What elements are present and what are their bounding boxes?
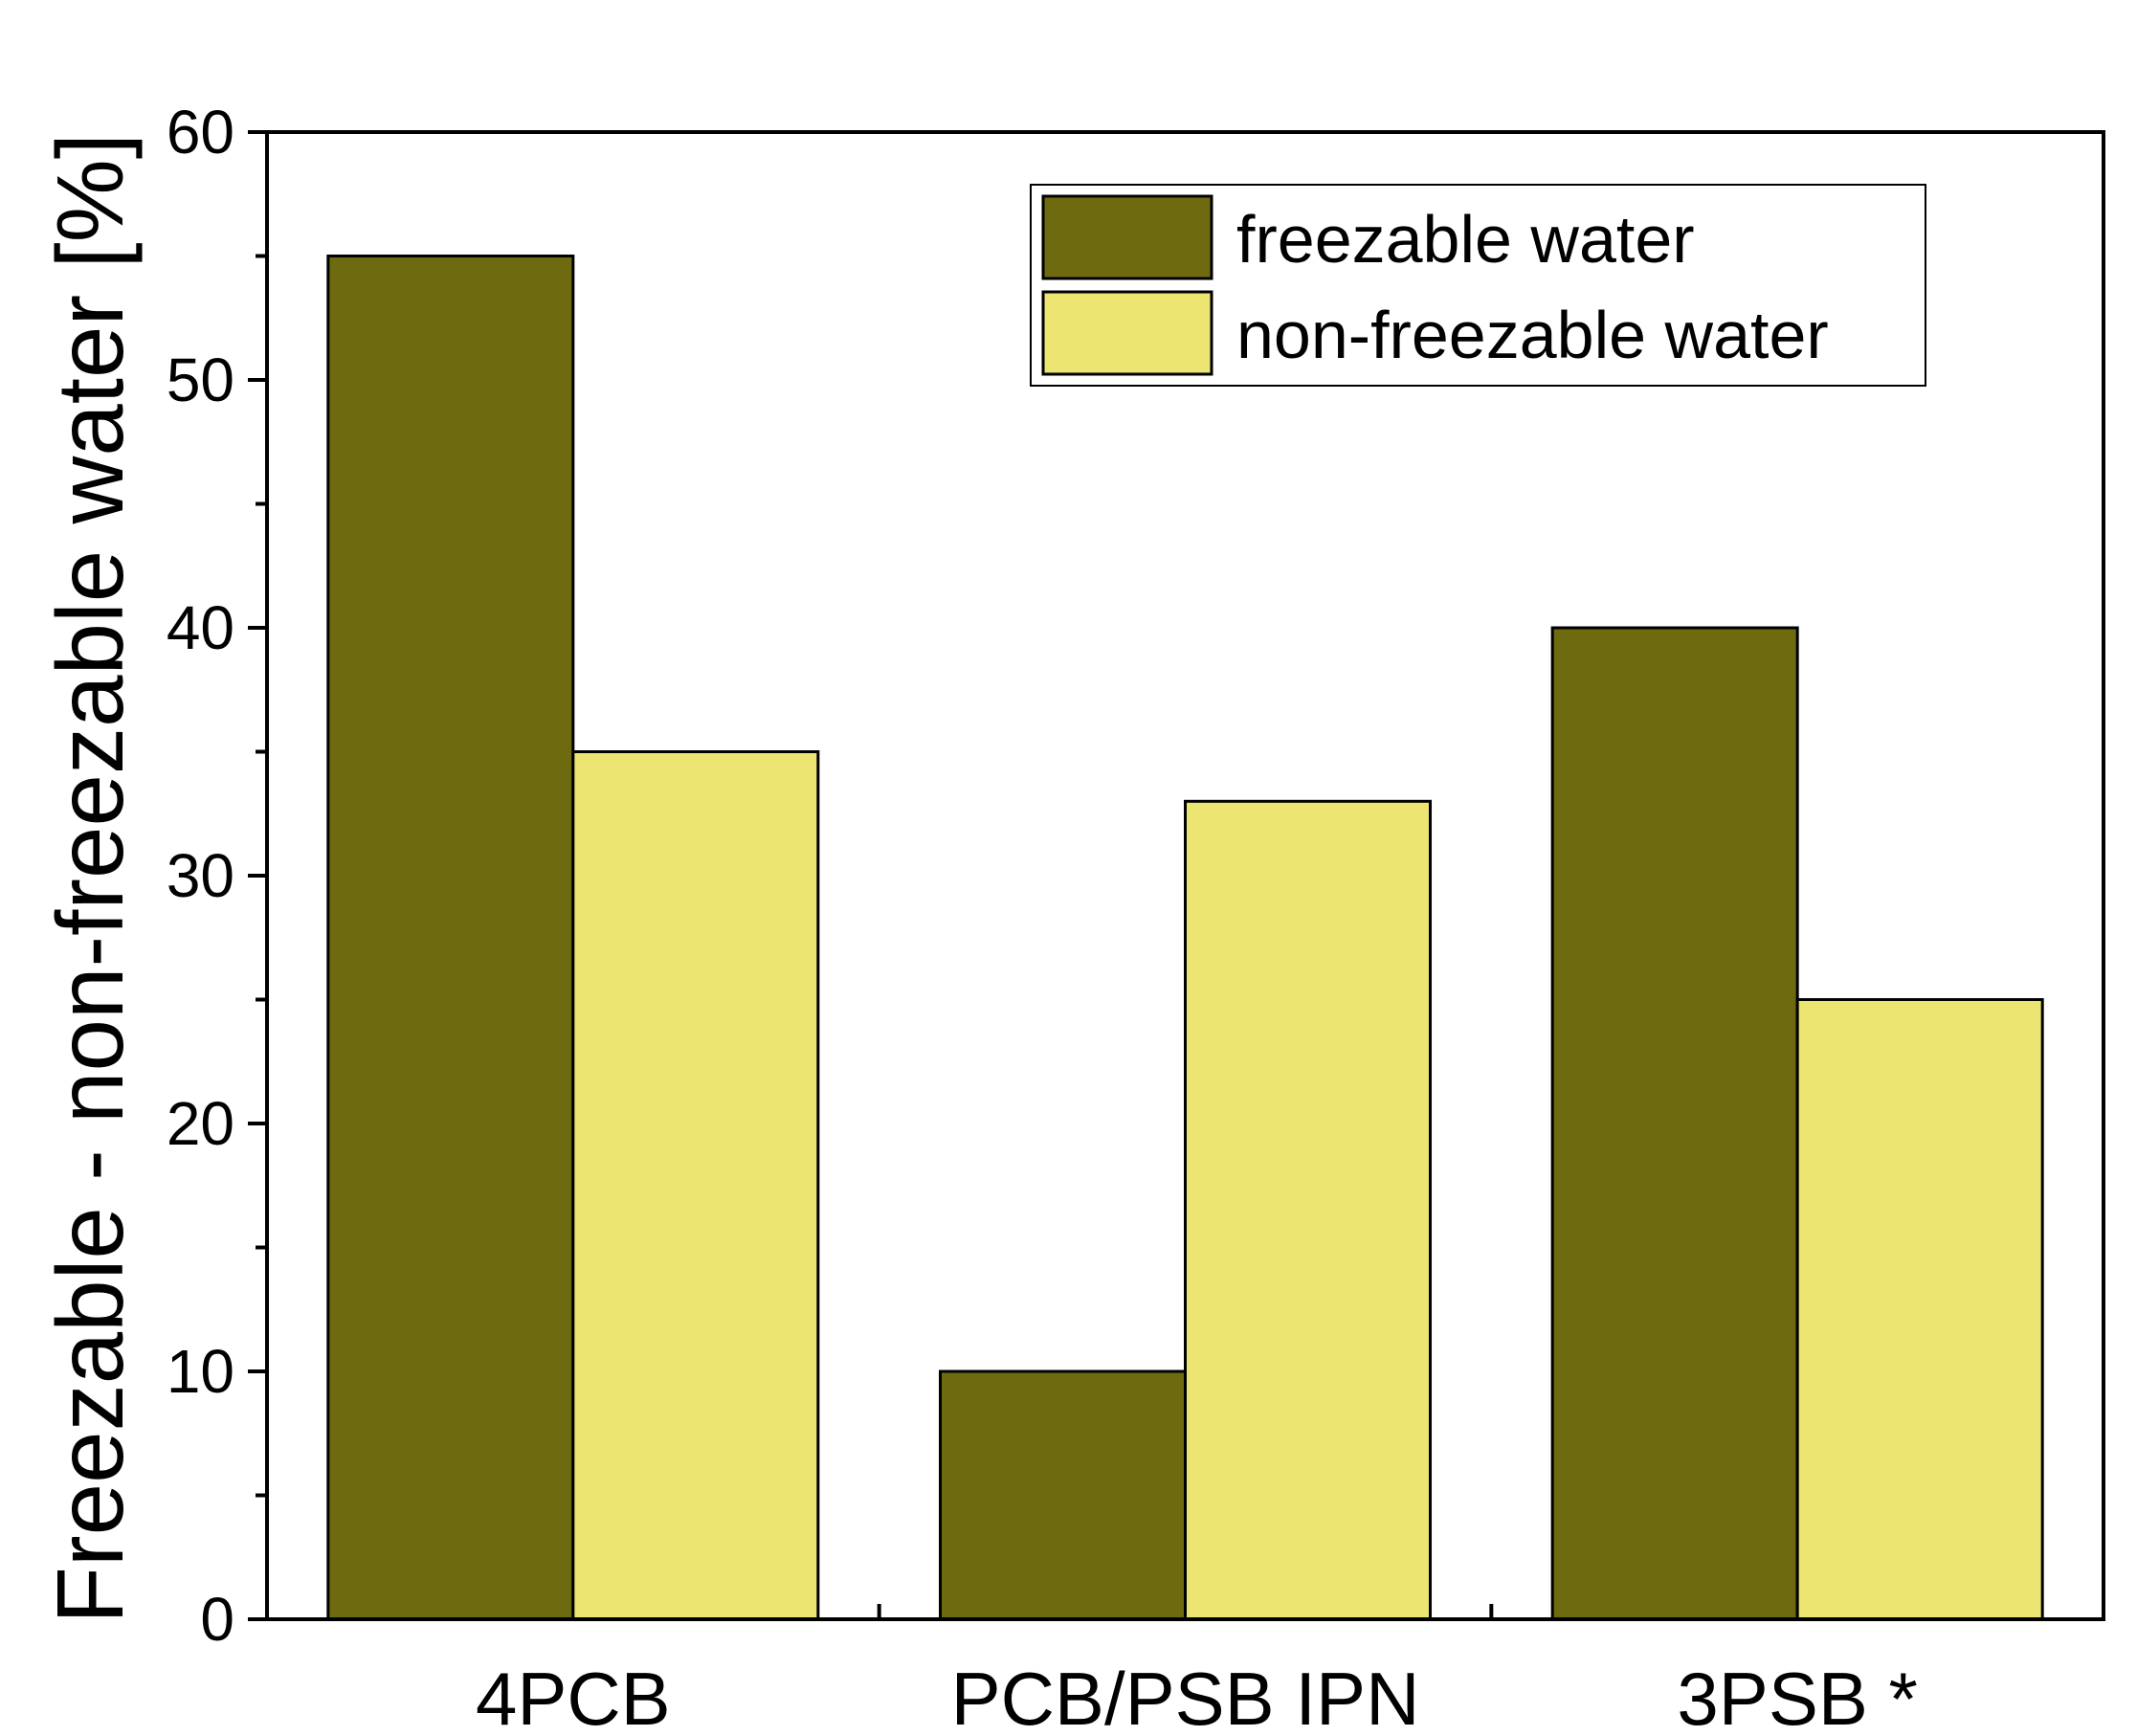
legend-label-freezable: freezable water: [1236, 202, 1695, 277]
legend-label-non-freezable: non-freezable water: [1236, 298, 1829, 372]
bar-3psb--freezable: [1550, 626, 1799, 1621]
y-tick-label: 10: [167, 1337, 234, 1406]
y-tick-label: 30: [167, 841, 234, 910]
y-tick-label: 20: [167, 1089, 234, 1158]
y-tick-label: 40: [167, 593, 234, 662]
bar-4pcb-freezable: [326, 255, 575, 1621]
bar-3psb--non-freezable: [1795, 998, 2044, 1621]
y-tick-label: 50: [167, 345, 234, 414]
y-axis-title: Freezable - non-freezable water [%]: [37, 133, 143, 1624]
y-tick-label: 60: [167, 98, 234, 167]
legend: freezable water non-freezable water: [1030, 184, 1926, 387]
x-axis: 4PCB PCB/PSB IPN 3PSB *: [476, 1604, 1918, 1736]
bar-pcb-psb-ipn-freezable: [939, 1369, 1187, 1621]
x-category-label: PCB/PSB IPN: [951, 1657, 1420, 1736]
plot-frame: [265, 130, 2105, 1621]
y-axis: 0 10 20 30 40 50 60: [167, 98, 267, 1654]
bars-layer: [326, 255, 2044, 1621]
y-tick-label: 0: [200, 1585, 234, 1654]
legend-swatch-freezable: [1041, 194, 1213, 280]
x-category-label: 3PSB *: [1677, 1657, 1917, 1736]
x-category-label: 4PCB: [476, 1657, 671, 1736]
legend-swatch-non-freezable: [1041, 290, 1213, 376]
bar-pcb-psb-ipn-non-freezable: [1184, 799, 1432, 1621]
bar-4pcb-non-freezable: [571, 750, 820, 1621]
